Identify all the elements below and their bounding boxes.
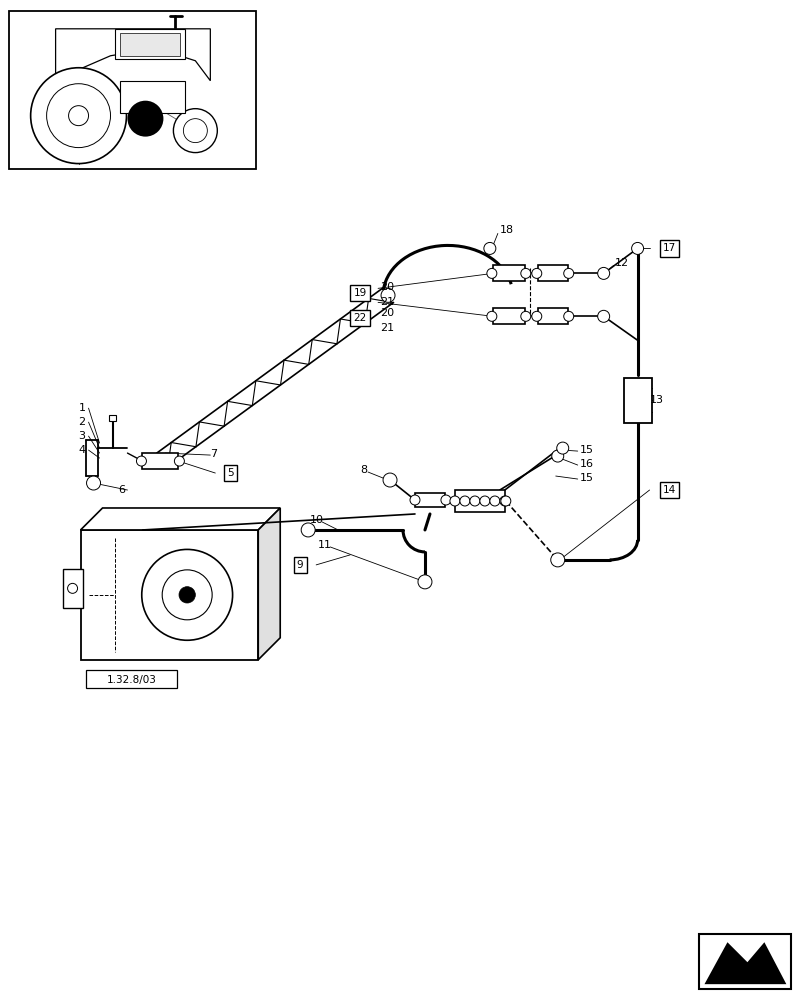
Circle shape [383, 473, 397, 487]
Text: 15: 15 [579, 445, 593, 455]
Circle shape [551, 450, 563, 462]
Circle shape [556, 442, 568, 454]
Circle shape [500, 496, 509, 506]
Text: 7: 7 [210, 449, 217, 459]
Text: 2: 2 [79, 417, 86, 427]
Circle shape [597, 310, 609, 322]
Text: 14: 14 [662, 485, 676, 495]
Bar [9, 11, 256, 169]
Circle shape [418, 575, 431, 589]
Circle shape [563, 268, 573, 278]
Text: 1.32.8/03: 1.32.8/03 [106, 675, 157, 685]
Text: 21: 21 [380, 323, 393, 333]
Circle shape [489, 496, 500, 506]
Circle shape [87, 476, 101, 490]
Bar [537, 265, 567, 281]
Bar [414, 493, 444, 507]
Circle shape [449, 496, 459, 506]
Bar [492, 308, 524, 324]
Circle shape [178, 587, 195, 603]
Polygon shape [704, 942, 785, 984]
Circle shape [487, 268, 496, 278]
Bar [537, 308, 567, 324]
Text: 17: 17 [662, 243, 676, 253]
Circle shape [483, 242, 496, 254]
Circle shape [136, 456, 146, 466]
Text: 21: 21 [380, 297, 393, 307]
Text: 6: 6 [118, 485, 126, 495]
Circle shape [46, 84, 110, 148]
Bar [142, 453, 178, 469]
Circle shape [410, 495, 419, 505]
Circle shape [440, 495, 450, 505]
Polygon shape [120, 33, 180, 56]
Circle shape [162, 570, 212, 620]
Bar [85, 670, 177, 688]
Bar [109, 415, 116, 421]
Circle shape [531, 311, 541, 321]
Polygon shape [115, 29, 185, 59]
Text: 10: 10 [310, 515, 324, 525]
Bar [698, 934, 791, 989]
Circle shape [127, 101, 163, 137]
Bar [120, 81, 185, 113]
Circle shape [520, 268, 530, 278]
Bar [623, 378, 650, 423]
Polygon shape [80, 508, 280, 530]
Circle shape [183, 119, 207, 143]
Text: 3: 3 [79, 431, 85, 441]
Circle shape [597, 267, 609, 279]
Text: 16: 16 [579, 459, 593, 469]
Text: 4: 4 [79, 445, 86, 455]
Circle shape [68, 106, 88, 126]
Text: 18: 18 [500, 225, 513, 235]
Text: 5: 5 [227, 468, 234, 478]
Text: 11: 11 [318, 540, 332, 550]
Bar [62, 569, 83, 608]
Circle shape [500, 496, 510, 506]
Circle shape [31, 68, 127, 164]
Bar [454, 490, 504, 512]
Circle shape [67, 583, 78, 593]
Circle shape [380, 288, 394, 302]
Circle shape [563, 311, 573, 321]
Text: 20: 20 [380, 308, 393, 318]
Circle shape [479, 496, 489, 506]
Text: 8: 8 [359, 465, 367, 475]
Circle shape [520, 311, 530, 321]
Text: 12: 12 [614, 258, 628, 268]
Circle shape [174, 109, 217, 153]
Text: 9: 9 [297, 560, 303, 570]
Circle shape [487, 311, 496, 321]
Text: 15: 15 [579, 473, 593, 483]
Text: 13: 13 [649, 395, 663, 405]
Circle shape [631, 242, 643, 254]
Text: 20: 20 [380, 282, 393, 292]
Text: 19: 19 [353, 288, 367, 298]
Circle shape [531, 268, 541, 278]
Circle shape [550, 553, 564, 567]
Circle shape [301, 523, 315, 537]
Bar [492, 265, 524, 281]
Circle shape [459, 496, 470, 506]
Polygon shape [55, 29, 210, 86]
Polygon shape [258, 508, 280, 660]
Circle shape [142, 549, 232, 640]
Bar [80, 530, 258, 660]
Text: 1: 1 [79, 403, 85, 413]
Circle shape [470, 496, 479, 506]
Circle shape [174, 456, 184, 466]
Text: 22: 22 [353, 313, 367, 323]
